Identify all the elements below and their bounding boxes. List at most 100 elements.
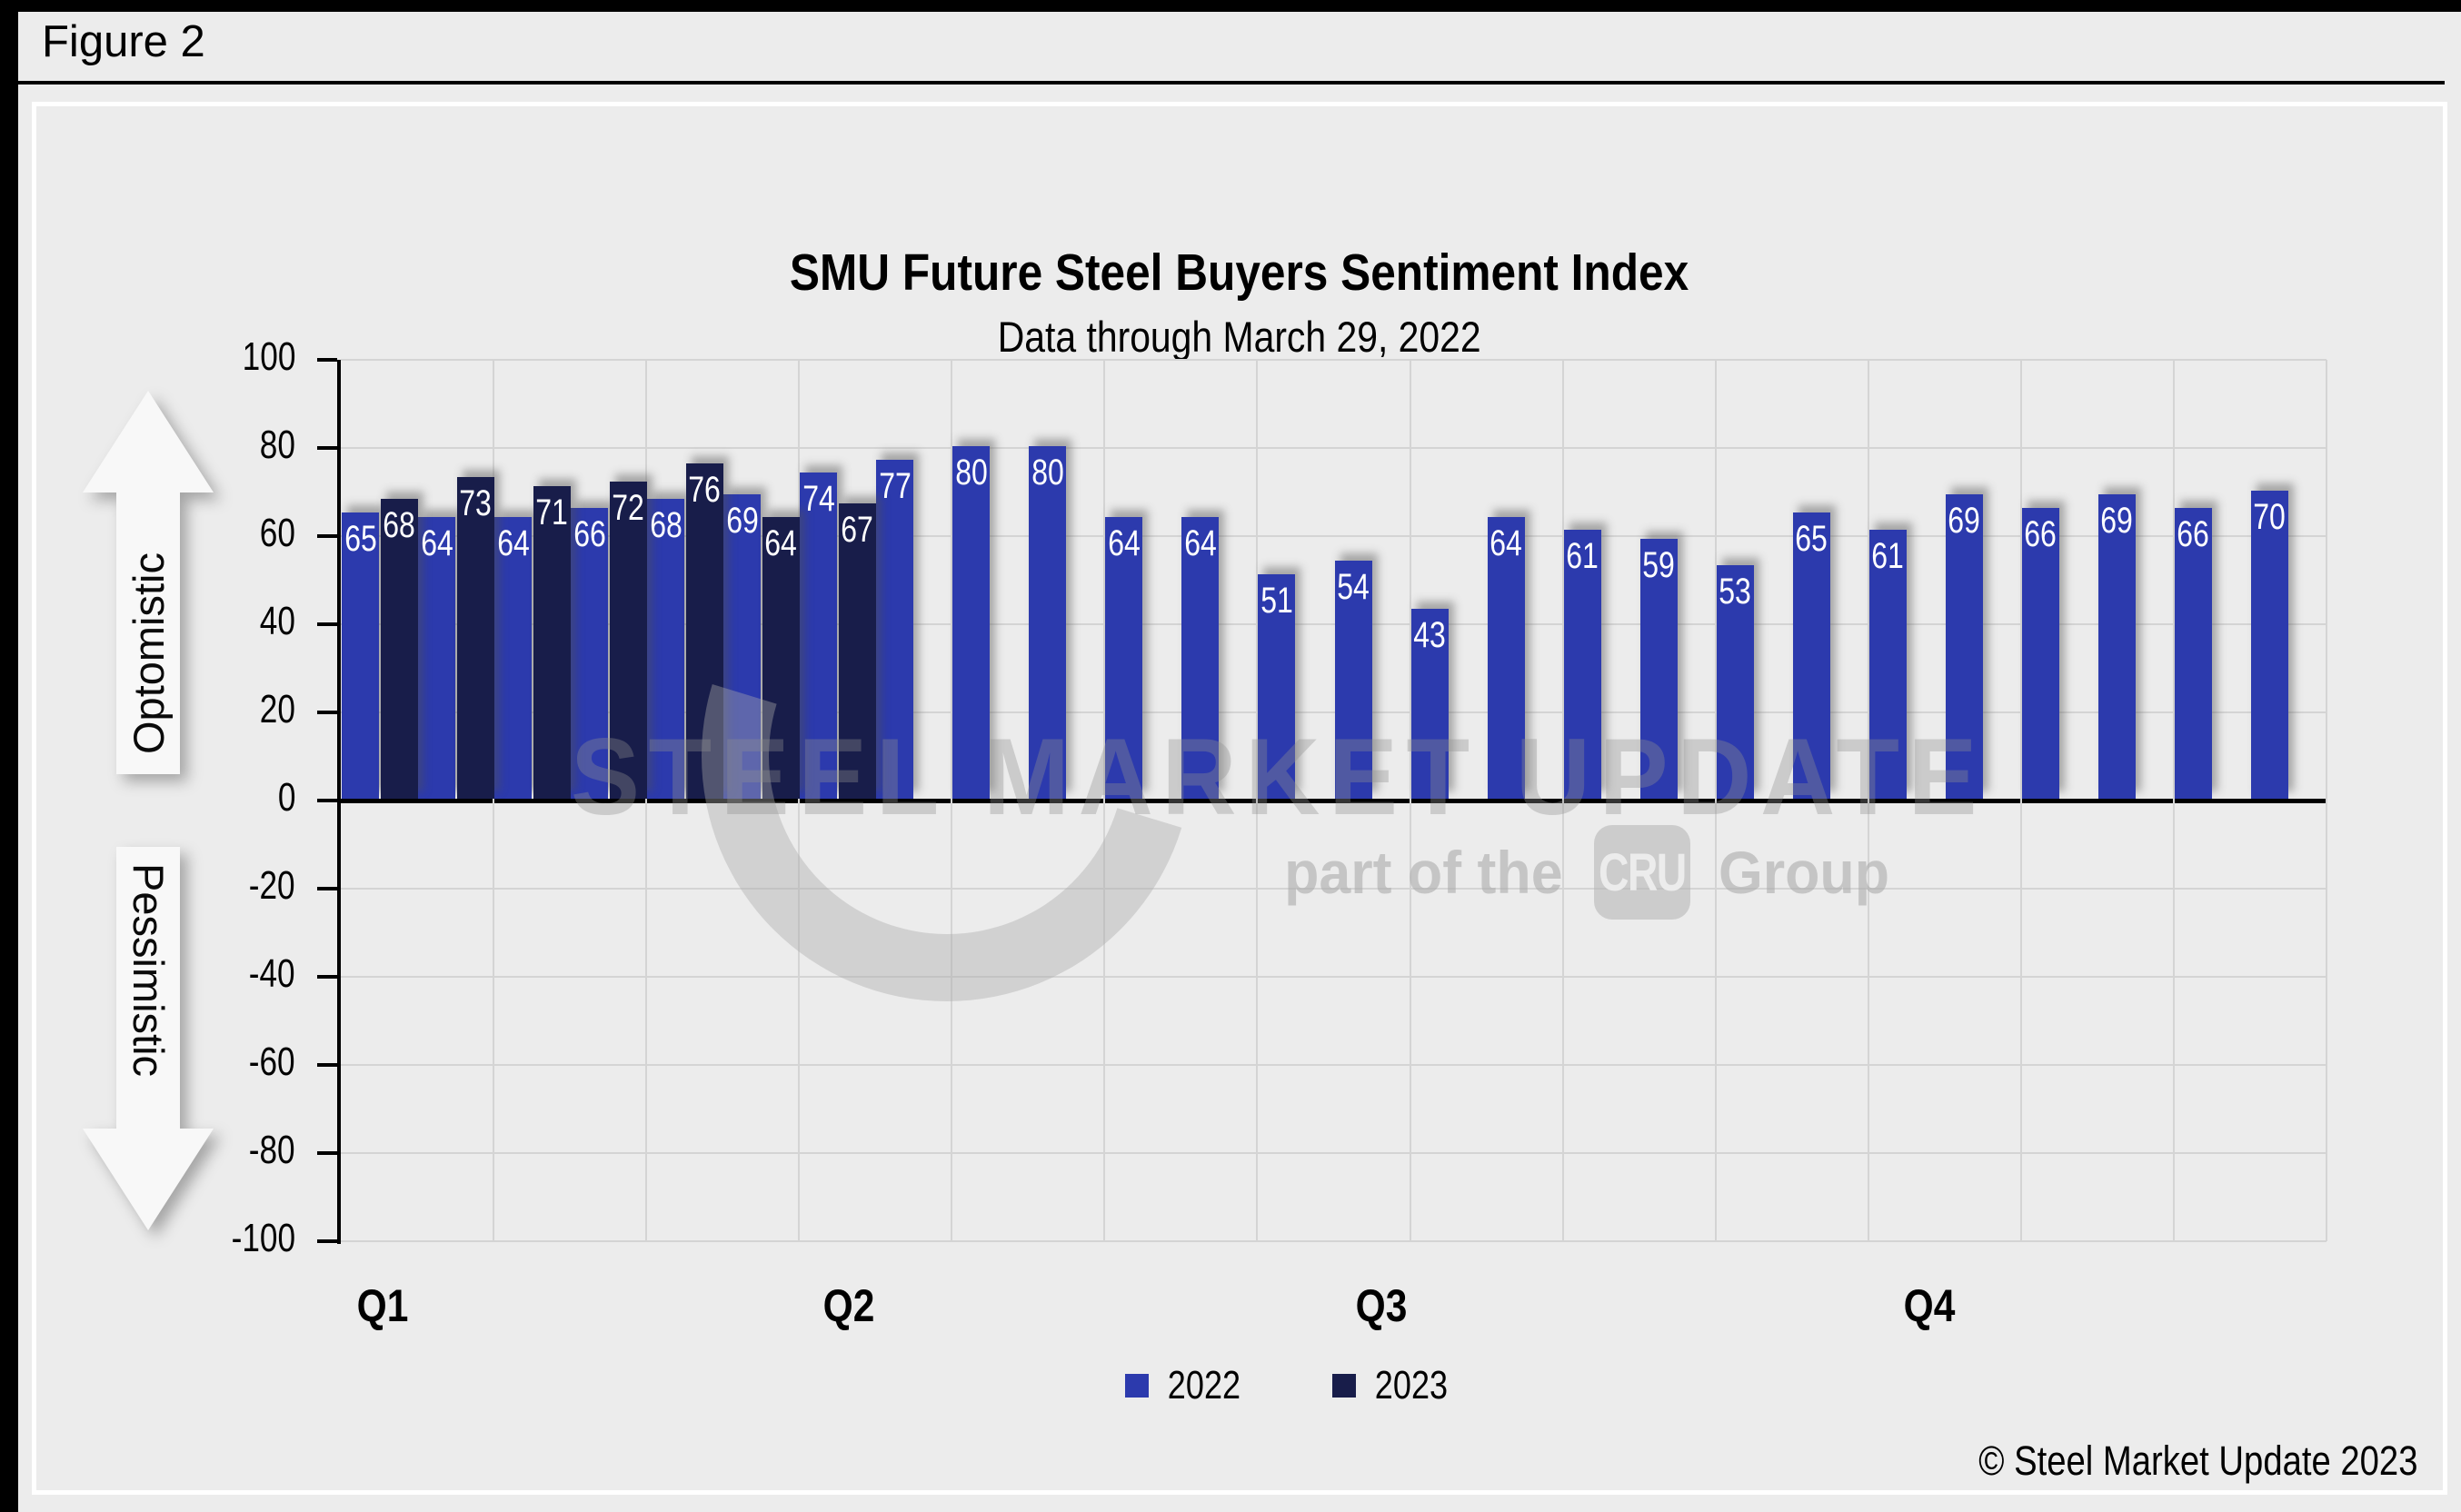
v-gridline [493, 360, 495, 1241]
bar-value-label: 71 [535, 492, 568, 532]
y-axis-tick [317, 975, 337, 979]
y-axis-tick-label: -40 [249, 951, 295, 996]
x-axis-label-q3: Q3 [1355, 1280, 1408, 1331]
y-axis-tick-label: 40 [259, 599, 295, 643]
bar-value-label: 73 [459, 482, 492, 523]
y-axis-tick [317, 534, 337, 538]
h-gridline [341, 976, 2326, 978]
v-gridline [1103, 360, 1106, 1241]
bar-value-label: 64 [1108, 522, 1141, 563]
v-gridline [1256, 360, 1259, 1241]
h-gridline [341, 1152, 2326, 1154]
h-gridline [341, 711, 2326, 713]
bar-value-label: 43 [1413, 615, 1446, 656]
v-gridline [645, 360, 648, 1241]
bar-2022 [1563, 530, 1601, 799]
bar-value-label: 64 [764, 522, 797, 563]
bar-2022 [1105, 516, 1143, 799]
bar-2022 [1334, 561, 1372, 799]
chart-subtitle: Data through March 29, 2022 [998, 313, 1481, 361]
bar-value-label: 64 [496, 522, 530, 563]
y-axis-tick [317, 358, 337, 362]
h-gridline [341, 623, 2326, 625]
v-gridline [1867, 360, 1869, 1241]
bar-2022 [1029, 446, 1067, 799]
y-axis-tick [317, 799, 337, 802]
left-border [0, 0, 18, 1512]
y-axis-tick-label: -100 [231, 1216, 295, 1260]
bar-value-label: 80 [1031, 453, 1064, 492]
bar-value-label: 61 [1871, 536, 1905, 577]
bar-2022 [647, 499, 685, 799]
bar-2023 [838, 503, 876, 799]
optimistic-arrow: Optomistic [83, 391, 214, 774]
y-axis-tick-label: 20 [259, 687, 295, 731]
bar-2022 [1792, 512, 1830, 799]
v-gridline [1561, 360, 1564, 1241]
x-axis-label-q4: Q4 [1903, 1280, 1956, 1331]
y-axis-tick [317, 1151, 337, 1155]
y-axis-tick-label: 80 [259, 423, 295, 467]
bar-2022 [494, 516, 533, 799]
legend-label: 2022 [1167, 1363, 1241, 1408]
bar-value-label: 64 [1490, 522, 1522, 563]
bar-value-label: 72 [612, 487, 644, 528]
bar-value-label: 66 [2177, 513, 2210, 554]
h-gridline [341, 535, 2326, 537]
bar-value-label: 64 [420, 522, 453, 563]
bar-value-label: 68 [649, 505, 683, 546]
bar-2023 [609, 481, 647, 799]
bar-2023 [456, 476, 494, 799]
bar-2022 [1487, 516, 1525, 799]
h-gridline [341, 359, 2326, 361]
zero-line [341, 799, 2326, 803]
legend-item-2022: 2022 [1125, 1363, 1249, 1408]
h-gridline [341, 447, 2326, 449]
y-axis-tick [317, 446, 337, 450]
h-gridline [341, 1064, 2326, 1066]
bar-2023 [685, 463, 723, 799]
bar-2023 [533, 485, 571, 799]
y-axis-tick-label: -60 [249, 1040, 295, 1084]
y-axis-tick [317, 1063, 337, 1067]
chart-title: SMU Future Steel Buyers Sentiment Index [790, 244, 1689, 302]
legend-swatch-icon [1125, 1374, 1150, 1398]
bar-value-label: 64 [1184, 522, 1217, 563]
v-gridline [2172, 360, 2175, 1241]
y-axis-tick-label: 0 [277, 775, 295, 820]
bar-value-label: 65 [1795, 518, 1828, 559]
optimistic-arrow-label: Optomistic [125, 552, 173, 754]
y-axis-line [337, 360, 341, 1244]
bar-2022 [952, 446, 991, 799]
y-axis-tick-label: -20 [249, 863, 295, 908]
y-axis-tick [317, 887, 337, 890]
y-axis-tick-label: 60 [259, 511, 295, 555]
bar-2022 [1945, 494, 1983, 799]
y-axis-tick [317, 622, 337, 626]
bar-2022 [1410, 609, 1449, 799]
bar-2022 [342, 512, 379, 799]
bar-2022 [723, 494, 762, 799]
bar-2022 [800, 472, 838, 799]
bar-value-label: 66 [573, 513, 606, 554]
bar-2022 [1716, 564, 1754, 799]
pessimistic-arrow-label: Pessimistic [125, 863, 173, 1077]
top-border [0, 0, 2461, 12]
bar-value-label: 61 [1566, 536, 1599, 577]
v-gridline [798, 360, 801, 1241]
plot-area: 100 80 60 40 20 0 -20 -40 -60 -80 -100 65 64 64 66 68 69… [232, 334, 2327, 1331]
y-axis-tick-label: -80 [249, 1128, 295, 1172]
bar-2022 [1258, 573, 1296, 799]
legend: 2022 2023 [87, 1363, 2461, 1408]
bar-value-label: 70 [2253, 496, 2287, 537]
chart-frame: SMU Future Steel Buyers Sentiment Index … [32, 102, 2447, 1495]
bar-2022 [2021, 507, 2059, 799]
bar-value-label: 80 [954, 453, 988, 492]
bar-2022 [1181, 516, 1220, 799]
y-axis-tick [317, 1239, 337, 1243]
bar-2022 [418, 516, 456, 799]
bar-value-label: 69 [2100, 501, 2134, 542]
y-axis-tick-label: 100 [242, 334, 295, 379]
bar-2022 [1868, 530, 1907, 799]
